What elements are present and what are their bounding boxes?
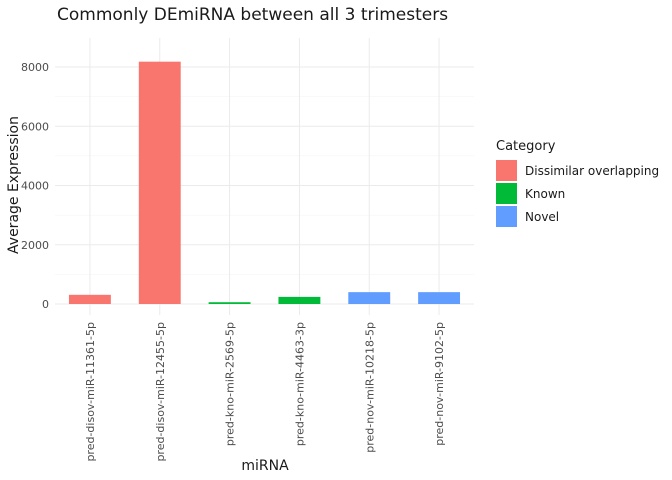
bars-group — [68, 61, 461, 305]
bar-5 — [348, 292, 391, 304]
bar-2 — [138, 61, 181, 305]
legend-swatch — [496, 206, 517, 227]
x-tick-label: pred-disov-miR-11361-5p — [84, 322, 97, 462]
legend-label: Known — [525, 187, 565, 201]
y-axis-title: Average Expression — [6, 116, 22, 254]
y-tick-label: 8000 — [21, 61, 49, 74]
bar-1 — [68, 294, 111, 304]
x-tick-label: pred-kno-miR-2569-5p — [224, 322, 237, 446]
legend: Category Dissimilar overlapping Known Nove… — [496, 139, 659, 227]
y-tick-label: 0 — [42, 298, 49, 311]
bar-4 — [278, 296, 321, 304]
x-tick-label: pred-nov-miR-10218-5p — [363, 322, 376, 453]
legend-label: Novel — [525, 210, 559, 224]
x-tick-label: pred-disov-miR-12455-5p — [154, 322, 167, 462]
x-axis-title: miRNA — [241, 458, 289, 474]
bar-6 — [418, 292, 461, 304]
y-tick-label: 6000 — [21, 120, 49, 133]
x-axis-ticks: pred-disov-miR-11361-5p pred-disov-miR-12… — [84, 322, 446, 462]
legend-swatch — [496, 160, 517, 181]
chart-title: Commonly DEmiRNA between all 3 trimester… — [57, 5, 448, 25]
x-tick-label: pred-nov-miR-9102-5p — [433, 322, 446, 446]
x-tick-label: pred-kno-miR-4463-3p — [293, 322, 306, 446]
legend-label: Dissimilar overlapping — [525, 164, 659, 178]
bar-3 — [208, 302, 251, 304]
legend-title: Category — [496, 139, 556, 154]
legend-swatch — [496, 183, 517, 204]
plot-grid — [55, 38, 474, 315]
y-tick-label: 2000 — [21, 239, 49, 252]
y-tick-label: 4000 — [21, 180, 49, 193]
y-axis-ticks: 0 2000 4000 6000 8000 — [21, 61, 49, 311]
